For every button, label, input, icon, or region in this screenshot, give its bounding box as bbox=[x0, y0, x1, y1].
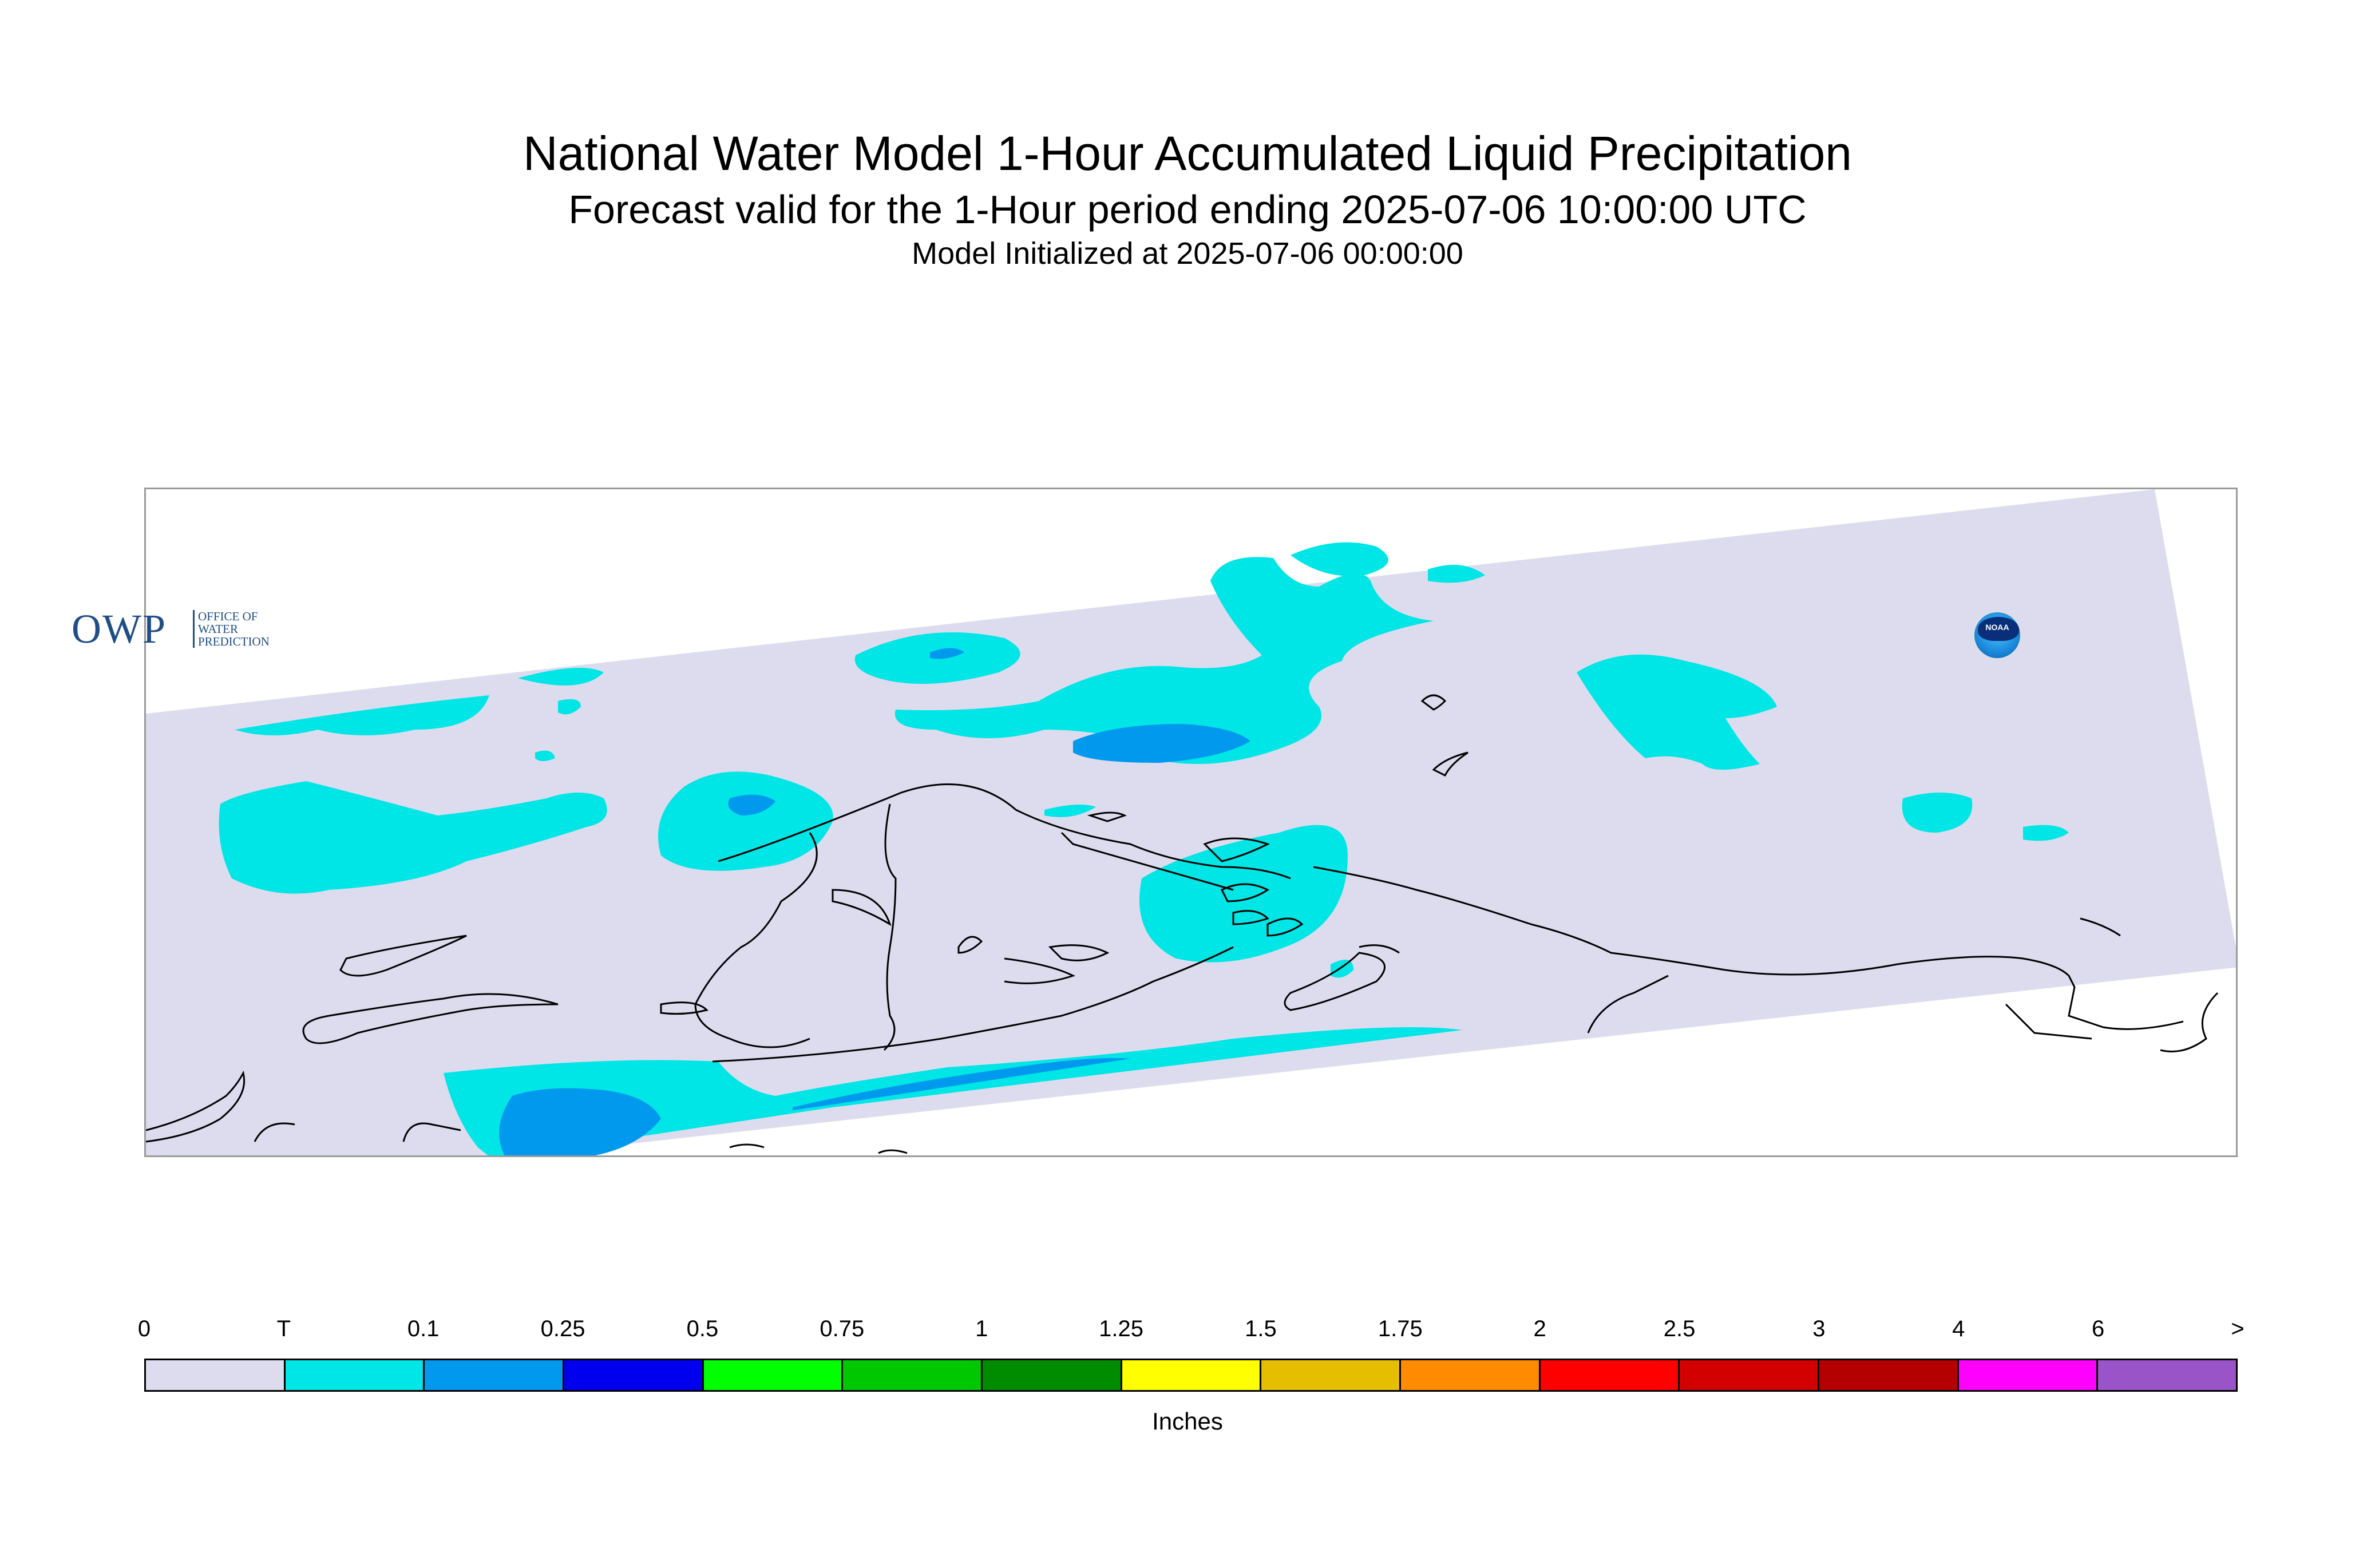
legend-label: T bbox=[276, 1316, 291, 1341]
owp-logo-line2: WATER bbox=[198, 622, 238, 636]
valid-time-subtitle: Forecast valid for the 1-Hour period end… bbox=[568, 187, 1807, 232]
legend-swatch bbox=[1958, 1360, 2099, 1390]
legend-label: 2 bbox=[1533, 1316, 1546, 1341]
legend-label: 1.5 bbox=[1245, 1316, 1277, 1341]
trace-precip-areas bbox=[219, 542, 2069, 1155]
legend-label: 6 bbox=[2092, 1316, 2105, 1341]
legend-swatch bbox=[1122, 1360, 1262, 1390]
legend-label: 2.5 bbox=[1663, 1316, 1696, 1341]
legend-swatch bbox=[1261, 1360, 1402, 1390]
legend-label: 0 bbox=[137, 1316, 151, 1341]
legend-swatch bbox=[146, 1360, 286, 1390]
owp-logo-line1: OFFICE OF bbox=[198, 609, 258, 623]
legend-label: 0.1 bbox=[407, 1316, 440, 1341]
legend-labels: 0 T 0.1 0.25 0.5 0.75 1 1.25 1.5 1.75 2 2.5 3 4 6 > bbox=[0, 1316, 2375, 1351]
precip-map bbox=[144, 488, 2238, 1157]
owp-logo-letters: OWP bbox=[72, 606, 167, 652]
tenth-inch-precip-areas bbox=[499, 648, 1250, 1155]
legend-label: > bbox=[2231, 1316, 2245, 1341]
legend-label: 0.25 bbox=[540, 1316, 585, 1341]
legend-swatch bbox=[983, 1360, 1122, 1390]
legend-swatch bbox=[285, 1360, 425, 1390]
legend-color-bar bbox=[144, 1359, 2238, 1392]
model-domain bbox=[146, 489, 2236, 1155]
legend-swatch bbox=[2098, 1360, 2237, 1390]
legend-label: 1.75 bbox=[1378, 1316, 1423, 1341]
noaa-bird-icon bbox=[1978, 617, 2019, 641]
legend-label: 0.5 bbox=[686, 1316, 719, 1341]
noaa-logo: NOAA bbox=[1973, 611, 2021, 659]
init-time-subtitle: Model Initialized at 2025-07-06 00:00:00 bbox=[912, 236, 1463, 271]
owp-logo-line3: PREDICTION bbox=[198, 635, 270, 648]
legend-swatch bbox=[1540, 1360, 1680, 1390]
legend-swatch bbox=[1401, 1360, 1541, 1390]
noaa-logo-text: NOAA bbox=[1985, 623, 2009, 632]
legend-swatch bbox=[564, 1360, 704, 1390]
main-title: National Water Model 1-Hour Accumulated … bbox=[522, 126, 1852, 180]
map-canvas bbox=[146, 489, 2236, 1155]
legend-label: 1.25 bbox=[1099, 1316, 1143, 1341]
legend-swatch bbox=[703, 1360, 844, 1390]
legend-label: 4 bbox=[1952, 1316, 1965, 1341]
owp-logo-subtitle: OFFICE OF WATER PREDICTION bbox=[193, 610, 270, 648]
legend-swatch bbox=[1819, 1360, 1959, 1390]
legend-units-label: Inches bbox=[1152, 1408, 1223, 1435]
legend-swatch bbox=[425, 1360, 565, 1390]
legend-swatch bbox=[843, 1360, 983, 1390]
legend-label: 0.75 bbox=[820, 1316, 865, 1341]
coastlines bbox=[146, 694, 2219, 1154]
legend-label: 3 bbox=[1812, 1316, 1826, 1341]
legend-label: 1 bbox=[975, 1316, 988, 1341]
legend-swatch bbox=[1680, 1360, 1820, 1390]
